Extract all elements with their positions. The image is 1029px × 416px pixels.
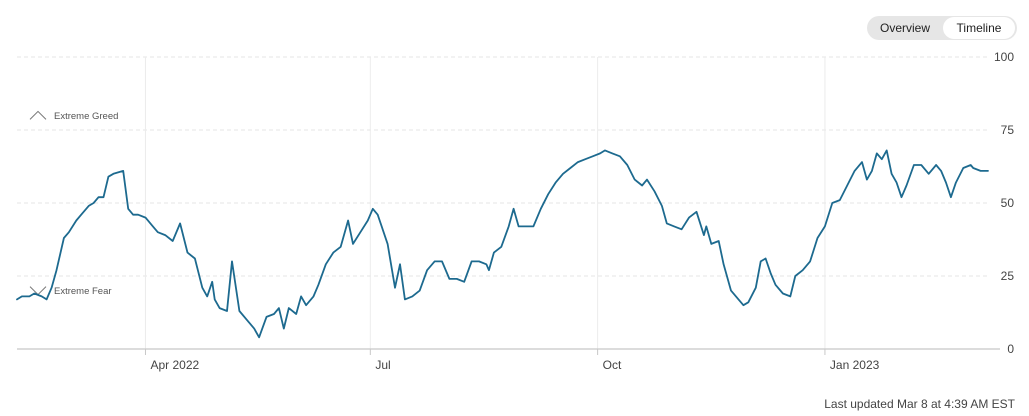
- x-tick-label: Apr 2022: [150, 358, 199, 372]
- y-tick-label: 75: [1001, 123, 1015, 137]
- x-tick-label: Jan 2023: [830, 358, 880, 372]
- arrow-down-icon: [29, 286, 47, 296]
- y-tick-label: 25: [1001, 269, 1015, 283]
- view-toggle: Overview Timeline: [867, 16, 1017, 40]
- axes: 0 25 50 75 100 Apr 2022 Jul Oct Jan 2023: [17, 50, 1014, 372]
- x-tick-label: Oct: [603, 358, 622, 372]
- zone-label: Extreme Greed: [54, 111, 118, 122]
- y-tick-label: 50: [1001, 196, 1015, 210]
- series-line: [16, 149, 989, 339]
- arrow-up-icon: [29, 110, 47, 120]
- x-tick-label: Jul: [375, 358, 390, 372]
- grid: [17, 56, 988, 349]
- last-updated-text: Last updated Mar 8 at 4:39 AM EST: [824, 397, 1015, 411]
- zone-annotations: Extreme Greed Extreme Fear: [29, 110, 118, 297]
- series-layer: [16, 149, 989, 339]
- timeline-tab[interactable]: Timeline: [943, 17, 1015, 39]
- y-tick-label: 0: [1007, 342, 1014, 356]
- zone-label: Extreme Fear: [54, 286, 112, 297]
- overview-tab[interactable]: Overview: [879, 21, 930, 35]
- y-tick-label: 100: [994, 50, 1014, 64]
